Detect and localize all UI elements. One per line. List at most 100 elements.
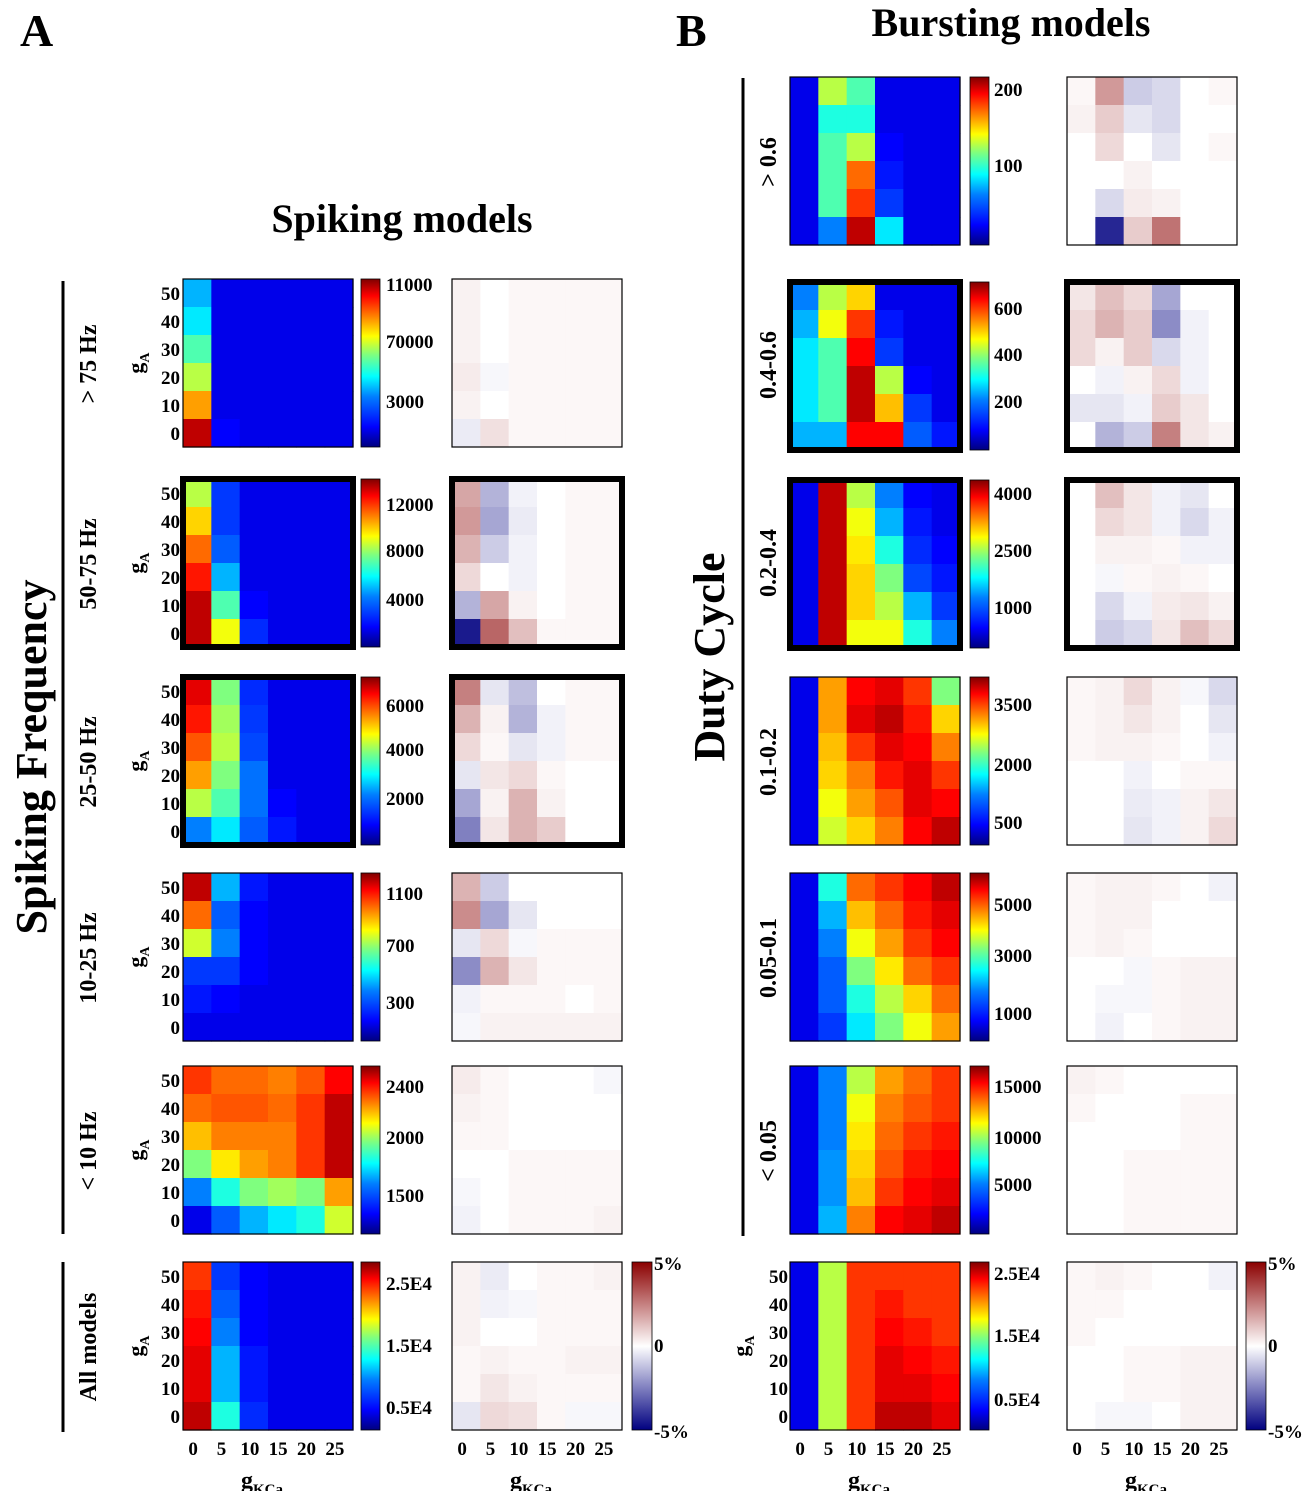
- diff-cell: [1123, 536, 1153, 565]
- heatmap-cell: [183, 901, 212, 930]
- heatmap-cell: [239, 901, 269, 930]
- diff-cell: [1208, 1206, 1238, 1235]
- heatmap-cell: [875, 217, 904, 246]
- diff-cell: [593, 507, 623, 536]
- heatmap-cell: [239, 279, 269, 308]
- diff-cell: [593, 1346, 623, 1375]
- diff-cell: [480, 1122, 510, 1151]
- diff-cell: [1067, 217, 1096, 246]
- y-axis-label-sub: A: [138, 352, 153, 363]
- heatmap-cell: [790, 705, 819, 734]
- colorbar-tick-label: 300: [386, 993, 415, 1014]
- heatmap-cell: [296, 1178, 326, 1207]
- heatmap-cell: [875, 310, 904, 339]
- diff-cell: [480, 1290, 510, 1319]
- y-tick-label: 40: [161, 1099, 180, 1120]
- colorbar: [360, 676, 381, 846]
- diff-cell: [508, 873, 538, 902]
- diff-cell: [508, 279, 538, 308]
- diff-cell: [1067, 508, 1096, 537]
- diff-cell: [508, 957, 538, 986]
- diff-cell: [508, 901, 538, 930]
- heatmap-cell: [239, 1262, 269, 1291]
- heatmap-cell: [211, 1178, 241, 1207]
- diff-cell: [1208, 1066, 1238, 1095]
- colorbar-tick-label: 5000: [994, 1175, 1032, 1196]
- diff-cell: [480, 1346, 510, 1375]
- diff-cell: [1180, 1150, 1210, 1179]
- heatmap-cell: [818, 733, 848, 762]
- heatmap-cell: [296, 677, 326, 706]
- heatmap-cell: [875, 133, 904, 162]
- heatmap-cell: [818, 873, 848, 902]
- diff-cell: [1123, 310, 1153, 339]
- diff-cell: [1067, 873, 1096, 902]
- heatmap-cell: [324, 1402, 354, 1431]
- diff-cell: [1095, 901, 1125, 930]
- heatmap-cell: [903, 929, 933, 958]
- heatmap-cell: [183, 733, 212, 762]
- heatmap-cell: [931, 1374, 961, 1403]
- heatmap-cell: [846, 620, 876, 649]
- heatmap-cell: [268, 761, 297, 790]
- diff-cell: [1095, 592, 1125, 621]
- diff-cell: [1095, 1374, 1125, 1403]
- heatmap-cell: [846, 873, 876, 902]
- panel-b-group-label: Duty Cycle: [685, 553, 734, 762]
- y-axis-label: gA: [728, 1335, 758, 1357]
- diff-cell: [1152, 1150, 1181, 1179]
- diff-colorbar-top: 5%: [654, 1254, 683, 1275]
- diff-cell: [1095, 817, 1125, 846]
- diff-cell: [1123, 1402, 1153, 1431]
- diff-cell: [1180, 1206, 1210, 1235]
- diff-cell: [565, 761, 595, 790]
- heatmap-cell: [790, 901, 819, 930]
- diff-cell: [593, 957, 623, 986]
- heatmap-cell: [268, 901, 297, 930]
- diff-cell: [1180, 957, 1210, 986]
- diff-cell: [565, 419, 595, 448]
- y-axis-label-sub: A: [138, 946, 153, 957]
- heatmap-cell: [931, 480, 961, 509]
- y-tick-label: 10: [161, 1379, 180, 1400]
- diff-cell: [1152, 761, 1181, 790]
- diff-cell: [452, 817, 481, 846]
- diff-cell: [1095, 1122, 1125, 1151]
- heatmap-cell: [324, 391, 354, 420]
- heatmap-cell: [903, 394, 933, 423]
- heatmap-cell: [931, 677, 961, 706]
- y-axis-label: gA: [123, 1139, 153, 1161]
- colorbar: [360, 478, 381, 648]
- heatmap-cell: [790, 817, 819, 846]
- diff-cell: [593, 1318, 623, 1347]
- colorbar: [969, 1261, 990, 1431]
- heatmap-cell: [903, 480, 933, 509]
- heatmap-cell: [931, 1178, 961, 1207]
- heatmap-cell: [268, 1094, 297, 1123]
- heatmap-cell: [818, 1013, 848, 1042]
- diff-cell: [1123, 705, 1153, 734]
- diff-cell: [537, 1346, 566, 1375]
- heatmap-cell: [268, 705, 297, 734]
- diff-cell: [1067, 1178, 1096, 1207]
- heatmap-cell: [903, 817, 933, 846]
- diff-cell: [1208, 957, 1238, 986]
- diff-cell: [1180, 338, 1210, 367]
- x-tick-label: 20: [566, 1439, 585, 1460]
- heatmap-cell: [875, 77, 904, 106]
- y-tick-label: 10: [161, 1183, 180, 1204]
- y-tick-label: 10: [161, 990, 180, 1011]
- diff-cell: [565, 1066, 595, 1095]
- diff-cell: [508, 619, 538, 648]
- diff-cell: [1180, 1094, 1210, 1123]
- diff-cell: [508, 705, 538, 734]
- heatmap-cell: [790, 161, 819, 190]
- heatmap-cell: [790, 733, 819, 762]
- heatmap-cell: [790, 133, 819, 162]
- heatmap-cell: [183, 1206, 212, 1235]
- heatmap-cell: [846, 901, 876, 930]
- diff-cell: [452, 1318, 481, 1347]
- diff-cell: [565, 1290, 595, 1319]
- diff-cell: [565, 563, 595, 592]
- diff-frame: [449, 476, 625, 650]
